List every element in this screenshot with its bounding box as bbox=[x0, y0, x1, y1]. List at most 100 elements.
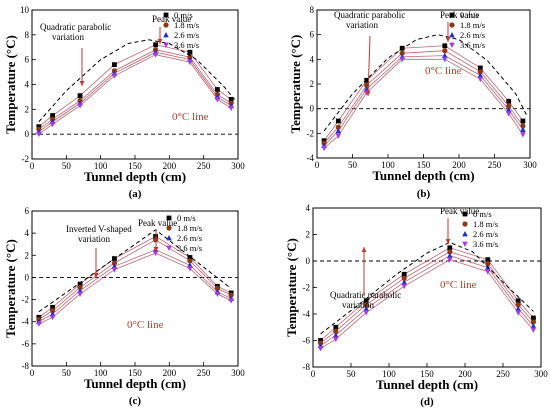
variation-annotation: Quadratic parabolic variation bbox=[330, 290, 401, 310]
legend-marker bbox=[449, 42, 455, 48]
variation-annotation-line: variation bbox=[52, 32, 84, 42]
legend-marker bbox=[449, 32, 455, 38]
legend-marker bbox=[166, 245, 172, 251]
legend-label: 3.6 m/s bbox=[177, 243, 202, 253]
variation-annotation-line: variation bbox=[342, 300, 374, 310]
y-axis-label: Temperature (°C) bbox=[3, 35, 18, 134]
envelope-curve bbox=[38, 229, 232, 313]
data-point bbox=[442, 43, 448, 49]
y-tick-label: 0 bbox=[25, 129, 30, 139]
legend-marker bbox=[163, 42, 169, 48]
y-tick-label: 4 bbox=[310, 54, 315, 64]
x-tick-label: 200 bbox=[452, 160, 466, 170]
y-tick-label: -8 bbox=[22, 361, 30, 371]
zero-line-annotation: 0°C line bbox=[172, 111, 209, 123]
legend-label: 1.8 m/s bbox=[174, 20, 199, 30]
variation-annotation-line: Quadratic parabolic bbox=[330, 290, 401, 300]
data-point bbox=[442, 56, 448, 63]
data-point bbox=[442, 48, 448, 54]
legend: 0 m/s1.8 m/s2.6 m/s3.6 m/s bbox=[449, 10, 485, 50]
y-axis-label: Temperature (°C) bbox=[284, 238, 299, 337]
legend-label: 2.6 m/s bbox=[177, 233, 202, 243]
data-point bbox=[321, 145, 327, 152]
legend-marker bbox=[449, 12, 455, 18]
data-point bbox=[77, 284, 83, 290]
variation-annotation-line: variation bbox=[78, 234, 110, 244]
data-point bbox=[317, 346, 324, 352]
legend-label: 1.8 m/s bbox=[460, 20, 485, 30]
legend-marker bbox=[462, 241, 468, 247]
zero-line-annotation: 0°C line bbox=[425, 65, 462, 77]
data-point bbox=[228, 292, 234, 298]
data-point bbox=[363, 298, 369, 304]
data-point bbox=[36, 321, 42, 327]
x-tick-label: 0 bbox=[311, 369, 316, 379]
data-point bbox=[447, 245, 453, 251]
zero-line-annotation: 0°C line bbox=[440, 279, 477, 291]
chart-panel-4: 0 50 100 150 200 250 300 -8 -6 -4 -2 0 2 4 Tunnel dept… bbox=[284, 203, 548, 408]
x-tick-label: 0 bbox=[315, 160, 320, 170]
data-point bbox=[447, 249, 453, 255]
envelope-curve bbox=[320, 241, 534, 335]
legend-label: 2.6 m/s bbox=[174, 30, 199, 40]
peak-annotation: Peak value bbox=[138, 218, 177, 228]
x-tick-label: 200 bbox=[458, 369, 472, 379]
data-point bbox=[335, 118, 341, 124]
variation-annotation-line: variation bbox=[346, 20, 378, 30]
data-point bbox=[520, 132, 526, 138]
x-tick-label: 150 bbox=[420, 369, 434, 379]
variation-annotation: Quadratic parabolic variation bbox=[334, 10, 405, 30]
variation-arrow-line bbox=[367, 35, 371, 97]
envelope-curve bbox=[38, 39, 235, 123]
y-tick-label: 4 bbox=[25, 228, 30, 238]
data-point bbox=[515, 310, 521, 316]
y-tick-label: 2 bbox=[310, 79, 315, 89]
x-tick-label: 250 bbox=[197, 161, 211, 171]
data-point bbox=[335, 133, 342, 139]
x-tick-label: 300 bbox=[231, 161, 245, 171]
data-point bbox=[401, 279, 407, 285]
series-line-0 bbox=[323, 45, 524, 141]
data-point bbox=[152, 250, 159, 257]
legend-label: 3.6 m/s bbox=[460, 40, 485, 50]
series-line-3 bbox=[320, 259, 534, 349]
legend-marker bbox=[166, 235, 172, 241]
variation-arrow-head bbox=[79, 81, 85, 86]
legend-label: 0 m/s bbox=[177, 213, 196, 223]
chart-panel-3: 0 50 100 150 200 250 300 -8 -6 -4 -2 0 2 4 6 Tunnel dep… bbox=[3, 206, 245, 407]
series-line-1 bbox=[38, 49, 232, 130]
legend-label: 3.6 m/s bbox=[473, 239, 498, 249]
data-point bbox=[333, 328, 339, 334]
legend: 0 m/s1.8 m/s2.6 m/s3.6 m/s bbox=[166, 213, 202, 253]
data-point bbox=[153, 42, 158, 48]
legend-marker bbox=[166, 215, 172, 221]
panel-label: (d) bbox=[420, 396, 434, 408]
variation-arrow-head bbox=[93, 273, 99, 278]
series-line-2 bbox=[38, 51, 232, 133]
variation-arrow-head bbox=[361, 247, 367, 252]
x-tick-label: 150 bbox=[128, 368, 142, 378]
series-line-3 bbox=[38, 54, 232, 135]
zero-line-annotation: 0°C line bbox=[127, 319, 164, 331]
x-tick-label: 300 bbox=[231, 368, 245, 378]
data-point bbox=[442, 52, 448, 59]
chart-panel-2: 0 50 100 150 200 250 300 -4 -2 0 2 4 6 8 Tunnel depth … bbox=[288, 5, 537, 200]
y-tick-label: 6 bbox=[25, 55, 30, 65]
x-tick-label: 100 bbox=[94, 368, 108, 378]
data-point bbox=[477, 76, 484, 83]
data-point bbox=[111, 260, 117, 266]
x-tick-label: 250 bbox=[488, 160, 502, 170]
data-point bbox=[477, 69, 483, 75]
peak-arrow-head bbox=[153, 247, 159, 252]
x-tick-label: 100 bbox=[381, 160, 395, 170]
x-tick-label: 150 bbox=[417, 160, 431, 170]
data-point bbox=[531, 315, 536, 321]
legend-marker bbox=[163, 22, 169, 28]
x-axis-label: Tunnel depth (cm) bbox=[376, 377, 478, 392]
legend-marker bbox=[163, 32, 169, 38]
variation-annotation-line: Inverted V-shaped bbox=[66, 224, 132, 234]
legend-marker bbox=[163, 12, 169, 18]
data-point bbox=[399, 45, 405, 51]
y-tick-label: -2 bbox=[303, 283, 311, 293]
